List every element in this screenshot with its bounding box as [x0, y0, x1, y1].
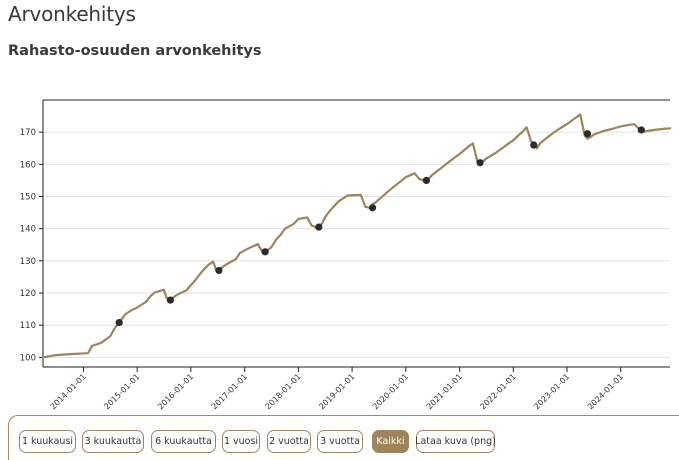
x-tick-label: 2023-01-01 — [532, 372, 571, 411]
y-tick-label: 130 — [20, 257, 36, 267]
data-point-marker[interactable] — [115, 319, 123, 327]
range-button-download-png[interactable]: Lataa kuva (png) — [415, 430, 496, 453]
y-tick-label: 150 — [20, 193, 36, 203]
range-button-2-years[interactable]: 2 vuotta — [267, 430, 311, 453]
data-point-marker[interactable] — [637, 126, 645, 134]
x-tick-label: 2022-01-01 — [478, 372, 517, 411]
x-tick-label: 2014-01-01 — [49, 372, 88, 411]
data-point-marker[interactable] — [315, 223, 323, 231]
x-tick-label: 2020-01-01 — [371, 372, 410, 411]
range-selector-panel — [8, 415, 679, 460]
x-tick-label: 2019-01-01 — [317, 372, 356, 411]
y-tick-label: 120 — [20, 289, 36, 299]
data-point-marker[interactable] — [215, 266, 223, 275]
range-button-3-years[interactable]: 3 vuotta — [317, 430, 363, 453]
range-button-all[interactable]: Kaikki — [372, 430, 409, 453]
page-subtitle: Rahasto-osuuden arvonkehitys — [8, 43, 262, 59]
chart-markers[interactable] — [115, 126, 645, 327]
range-button-1-month[interactable]: 1 kuukausi — [19, 430, 76, 453]
range-button-1-year[interactable]: 1 vuosi — [222, 430, 260, 453]
page-title: Arvonkehitys — [8, 2, 136, 26]
y-tick-label: 160 — [20, 160, 36, 170]
x-tick-label: 2021-01-01 — [425, 372, 464, 411]
data-point-marker[interactable] — [530, 141, 538, 149]
value-development-chart: 100 110 120 130 140 150 160 170 2014-01-01 2015-0… — [20, 99, 672, 411]
y-tick-label: 140 — [20, 225, 36, 235]
chart-grid — [43, 131, 670, 358]
x-tick-label: 2018-01-01 — [264, 372, 303, 411]
y-tick-label: 100 — [20, 353, 36, 363]
data-point-marker[interactable] — [422, 176, 430, 185]
chart-series — [41, 113, 672, 359]
data-point-marker[interactable] — [166, 296, 175, 304]
x-tick-label: 2017-01-01 — [210, 372, 249, 411]
data-point-marker[interactable] — [368, 204, 377, 212]
data-point-marker[interactable] — [261, 248, 269, 256]
range-button-6-months[interactable]: 6 kuukautta — [151, 430, 216, 453]
y-tick-label: 170 — [20, 128, 36, 138]
x-tick-label: 2016-01-01 — [156, 372, 195, 411]
range-button-3-months[interactable]: 3 kuukautta — [82, 430, 144, 453]
x-tick-label: 2024-01-01 — [586, 372, 625, 411]
y-tick-label: 110 — [20, 321, 36, 331]
x-tick-label: 2015-01-01 — [102, 372, 141, 411]
value-series-line — [41, 113, 672, 359]
chart-axes: 100 110 120 130 140 150 160 170 2014-01-01 2015-0… — [20, 99, 670, 411]
data-point-marker[interactable] — [476, 159, 484, 167]
data-point-marker[interactable] — [583, 130, 592, 138]
